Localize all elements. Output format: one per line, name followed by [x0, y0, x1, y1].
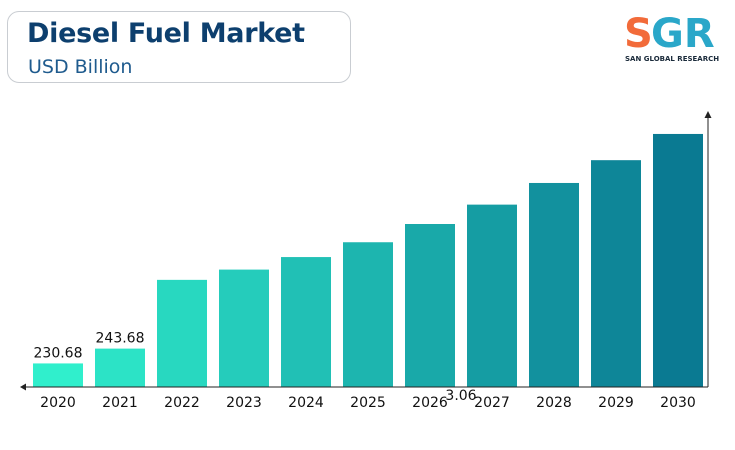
- annotation-label: 3.06: [445, 388, 476, 404]
- x-tick-label-2024: 2024: [288, 395, 324, 411]
- chart-subtitle: USD Billion: [28, 56, 133, 78]
- bar-2026: [405, 224, 455, 387]
- bar-2022: [157, 279, 207, 387]
- x-tick-label-2026: 2026: [412, 395, 448, 411]
- bar-2024: [281, 257, 331, 387]
- bars-layer: [33, 133, 703, 387]
- bar-2025: [343, 242, 393, 387]
- x-tick-label-2028: 2028: [536, 395, 572, 411]
- x-tick-label-2022: 2022: [164, 395, 200, 411]
- bar-2027: [467, 204, 517, 387]
- x-tick-label-2020: 2020: [40, 395, 76, 411]
- title-card: Diesel Fuel Market USD Billion: [7, 11, 351, 83]
- bar-2030: [653, 133, 703, 387]
- x-tick-label-2021: 2021: [102, 395, 138, 411]
- bar-2020: [33, 363, 83, 387]
- x-tick-label-2029: 2029: [598, 395, 634, 411]
- labels-layer: 2020 230.68 2021 243.68 2022 2023 2024 2025 2026…: [34, 331, 696, 411]
- bar-2028: [529, 182, 579, 387]
- x-axis-arrow-icon: [20, 383, 26, 391]
- x-tick-label-2030: 2030: [660, 395, 696, 411]
- axes-layer: [20, 111, 712, 391]
- logo-letter-s: S: [624, 11, 653, 57]
- data-label-2021: 243.68: [96, 331, 145, 347]
- logo-letters-gr: GR: [651, 11, 715, 57]
- bar-2029: [591, 160, 641, 387]
- x-tick-label-2027: 2027: [474, 395, 510, 411]
- chart-title: Diesel Fuel Market: [27, 18, 305, 49]
- bar-2021: [95, 348, 145, 387]
- bar-2023: [219, 269, 269, 387]
- data-label-2020: 230.68: [34, 345, 83, 361]
- y-axis-arrow-icon: [704, 111, 712, 118]
- sgr-logo: S GR SAN GLOBAL RESEARCH: [624, 11, 719, 63]
- x-tick-label-2025: 2025: [350, 395, 386, 411]
- x-tick-label-2023: 2023: [226, 395, 262, 411]
- logo-tagline: SAN GLOBAL RESEARCH: [625, 55, 719, 63]
